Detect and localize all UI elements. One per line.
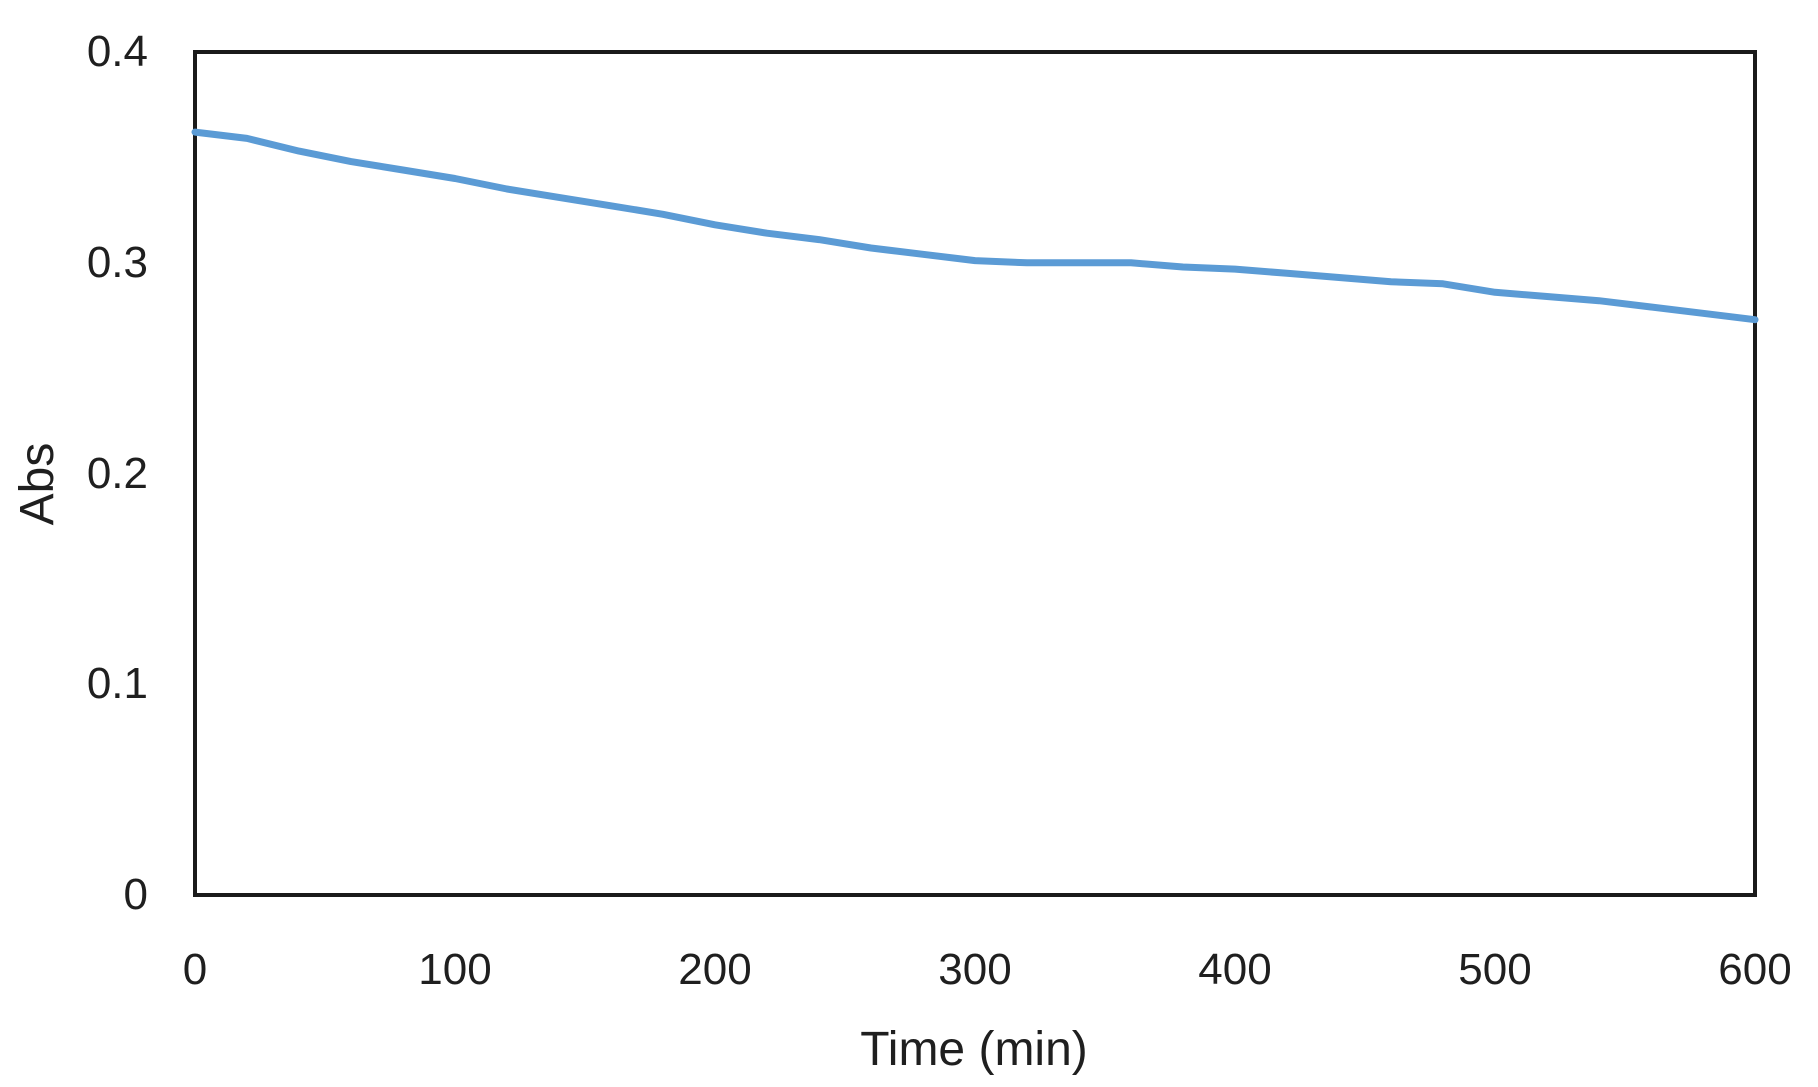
x-tick-label: 300 [938,945,1012,994]
x-tick-label: 500 [1458,945,1532,994]
plot-border [193,50,1757,897]
x-tick-label: 200 [678,945,752,994]
y-tick-label: 0.3 [86,237,148,287]
y-tick-label: 0 [123,870,148,919]
x-tick-label: 0 [182,945,208,994]
y-tick-label: 0.4 [86,27,148,76]
x-tick-label: 600 [1718,945,1792,994]
absorbance-series-line [191,128,1759,324]
y-tick-label: 0.1 [86,659,148,709]
x-tick-label: 100 [418,945,492,994]
x-tick-label: 400 [1198,945,1272,994]
y-tick-label: 0.2 [86,448,148,498]
x-axis-title: Time (min) [860,1023,1088,1076]
